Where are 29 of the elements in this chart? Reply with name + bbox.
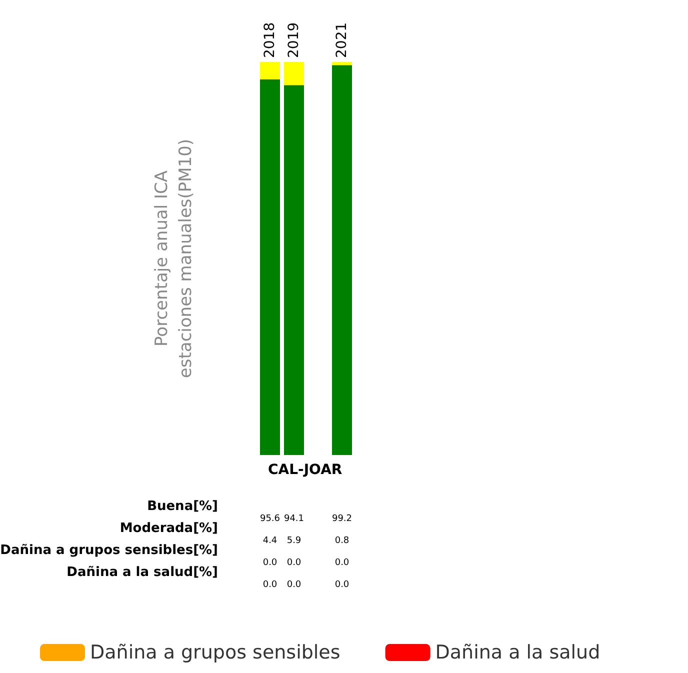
- x-axis-title: CAL-JOAR: [268, 462, 342, 478]
- legend-label: Dañina a la salud: [435, 642, 600, 664]
- data-label: 5.9: [286, 536, 302, 546]
- data-label: 99.2: [332, 514, 352, 524]
- data-label: 0.0: [262, 580, 278, 590]
- bar: [284, 85, 304, 455]
- data-label: 0.0: [262, 558, 278, 568]
- data-label: 4.4: [262, 536, 278, 546]
- x-tick-label: 2018: [262, 22, 278, 58]
- bar: [332, 62, 352, 66]
- y-axis-title: Porcentaje anual ICA estaciones manuales(PM10): [152, 138, 196, 378]
- data-label: 0.0: [286, 580, 302, 590]
- data-label: 0.0: [286, 558, 302, 568]
- data-label: 0.0: [334, 580, 350, 590]
- data-label: 94.1: [284, 514, 304, 524]
- data-label: 0.0: [334, 558, 350, 568]
- text: Moderada[%]: [120, 521, 218, 536]
- text: Buena[%]: [147, 499, 218, 514]
- text: Dañina a grupos sensibles[%]: [0, 543, 218, 558]
- data-label: 95.6: [260, 514, 280, 524]
- bar: [332, 65, 352, 455]
- bar: [260, 62, 280, 80]
- x-tick-label: 2019: [286, 22, 302, 58]
- bar: [260, 79, 280, 455]
- data-label: 0.8: [334, 536, 350, 546]
- x-tick-label: 2021: [334, 22, 350, 58]
- text: Dañina a la salud[%]: [66, 565, 218, 580]
- bar: [284, 62, 304, 86]
- legend-label: Dañina a grupos sensibles: [90, 642, 340, 664]
